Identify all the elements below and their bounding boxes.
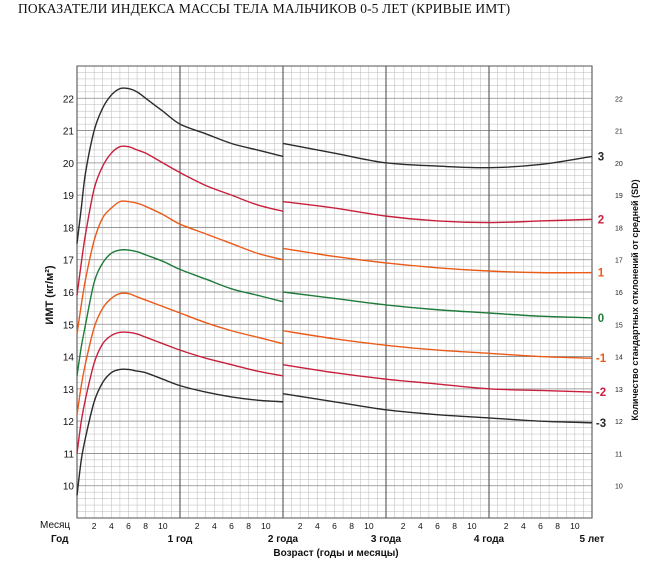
year-tick-label: 3 года xyxy=(371,534,402,545)
month-tick-labels: 2 4 6 8 10 2 4 6 8 10 2 4 6 8 10 2 4 6 8 10 2 4 6 8 10 xyxy=(92,521,580,531)
month-tick-label: 10 xyxy=(158,521,168,531)
year-tick-label: 5 лет xyxy=(580,534,605,545)
y-tick-label: 16 xyxy=(63,288,75,299)
month-tick-label: 10 xyxy=(364,521,374,531)
month-tick-label: 8 xyxy=(143,521,148,531)
month-tick-label: 8 xyxy=(555,521,560,531)
sd-label: -2 xyxy=(596,387,606,399)
y-tick-label: 12 xyxy=(63,417,75,428)
y-tick-label: 21 xyxy=(63,127,75,138)
y-tick-labels-right: 10 11 12 13 14 15 16 17 18 19 20 21 22 xyxy=(615,96,623,490)
month-tick-label: 2 xyxy=(298,521,303,531)
year-tick-labels: 1 год 2 года 3 года 4 года 5 лет xyxy=(168,534,605,545)
series-line-3-sd-0-2y xyxy=(76,87,284,244)
series-line-1-sd-2-5y xyxy=(282,247,593,274)
month-tick-label: 2 xyxy=(92,521,97,531)
y-axis-label-right: Количество стандартных отклонений от сре… xyxy=(630,179,640,420)
y-tick-label-right: 12 xyxy=(615,419,623,426)
series-line--1-sd-2-5y xyxy=(282,330,593,359)
y-tick-label: 10 xyxy=(63,482,75,493)
series-line--2-sd-0-2y xyxy=(76,331,284,454)
y-axis-label: ИМТ (кг/м²) xyxy=(44,265,56,324)
year-tick-label: 2 года xyxy=(268,534,299,545)
month-tick-label: 2 xyxy=(195,521,200,531)
y-tick-label: 13 xyxy=(63,385,75,396)
y-tick-label-right: 21 xyxy=(615,129,623,136)
y-tick-label-right: 22 xyxy=(615,96,623,103)
sd-label: -3 xyxy=(596,418,606,430)
y-tick-label: 22 xyxy=(63,94,75,105)
month-tick-label: 10 xyxy=(467,521,477,531)
y-tick-label-right: 15 xyxy=(615,322,623,329)
sd-label: 0 xyxy=(598,313,604,325)
page-title: ПОКАЗАТЕЛИ ИНДЕКСА МАССЫ ТЕЛА МАЛЬЧИКОВ … xyxy=(18,1,511,16)
x-axis-label: Возраст (годы и месяцы) xyxy=(273,548,398,559)
y-tick-label-right: 18 xyxy=(615,225,623,232)
y-tick-label: 14 xyxy=(63,353,75,364)
month-tick-label: 6 xyxy=(126,521,131,531)
year-tick-label: 1 год xyxy=(168,534,193,545)
y-tick-label: 20 xyxy=(63,159,75,170)
series-line-2-sd-2-5y xyxy=(282,200,593,224)
sd-labels: 3 2 1 0 -1 -2 -3 xyxy=(596,151,607,429)
month-tick-label: 4 xyxy=(418,521,423,531)
month-tick-label: 8 xyxy=(349,521,354,531)
y-tick-label-right: 17 xyxy=(615,258,623,265)
sd-label: -1 xyxy=(596,353,607,365)
y-tick-label-right: 11 xyxy=(615,451,622,458)
y-tick-label: 18 xyxy=(63,223,75,234)
series-line--3-sd-2-5y xyxy=(282,393,593,424)
y-tick-label-right: 19 xyxy=(615,193,623,200)
month-tick-label: 4 xyxy=(521,521,526,531)
month-tick-label: 4 xyxy=(315,521,320,531)
series-line-3-sd-2-5y xyxy=(282,142,593,169)
month-tick-label: 10 xyxy=(570,521,580,531)
y-tick-label: 11 xyxy=(64,449,75,460)
sd-label: 3 xyxy=(598,151,604,163)
sd-label: 2 xyxy=(598,214,604,226)
series-line--1-sd-0-2y xyxy=(76,292,284,415)
month-tick-label: 8 xyxy=(452,521,457,531)
month-tick-label: 6 xyxy=(538,521,543,531)
month-tick-label: 2 xyxy=(401,521,406,531)
series-line-2-sd-0-2y xyxy=(76,145,284,296)
year-row-label: Год xyxy=(51,534,69,545)
month-tick-label: 6 xyxy=(229,521,234,531)
y-tick-label-right: 10 xyxy=(615,484,623,491)
month-tick-label: 4 xyxy=(212,521,217,531)
month-tick-label: 10 xyxy=(261,521,271,531)
month-tick-label: 2 xyxy=(504,521,509,531)
y-tick-label-right: 16 xyxy=(615,290,623,297)
month-tick-label: 8 xyxy=(246,521,251,531)
y-tick-label: 17 xyxy=(63,256,75,267)
month-row-label: Месяц xyxy=(40,520,70,531)
y-tick-label-right: 13 xyxy=(615,387,623,394)
y-tick-labels-left: 10 11 12 13 14 15 16 17 18 19 20 21 22 xyxy=(63,94,75,492)
y-tick-label-right: 20 xyxy=(615,161,623,168)
year-tick-label: 4 года xyxy=(474,534,505,545)
y-tick-label: 15 xyxy=(63,320,75,331)
month-tick-label: 6 xyxy=(435,521,440,531)
month-tick-label: 6 xyxy=(332,521,337,531)
month-tick-label: 4 xyxy=(109,521,114,531)
series-line--2-sd-2-5y xyxy=(282,363,593,393)
y-tick-label: 19 xyxy=(63,191,75,202)
series-line-0-sd-0-2y xyxy=(76,249,284,377)
series-line--3-sd-0-2y xyxy=(76,368,284,496)
y-tick-label-right: 14 xyxy=(615,355,623,362)
series-line-1-sd-0-2y xyxy=(76,200,284,335)
series-layer xyxy=(76,87,593,496)
series-line-0-sd-2-5y xyxy=(282,291,593,319)
sd-label: 1 xyxy=(598,268,605,280)
